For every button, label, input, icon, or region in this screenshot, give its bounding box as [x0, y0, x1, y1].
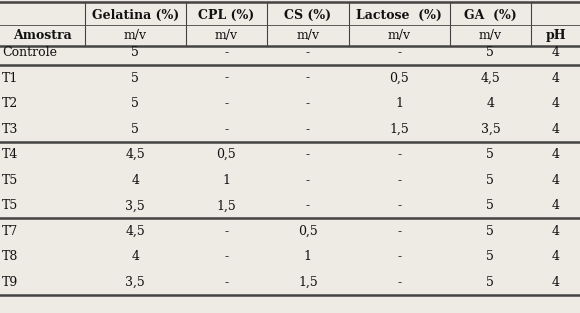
Text: 1,5: 1,5 — [389, 123, 409, 136]
Text: 5: 5 — [131, 123, 139, 136]
Text: 4,5: 4,5 — [125, 148, 145, 161]
Text: 5: 5 — [487, 199, 494, 212]
Text: CS (%): CS (%) — [284, 8, 332, 22]
Text: 5: 5 — [131, 46, 139, 59]
Text: 0,5: 0,5 — [298, 225, 318, 238]
Text: 5: 5 — [487, 46, 494, 59]
Text: 4: 4 — [552, 174, 560, 187]
Text: 5: 5 — [131, 72, 139, 85]
Text: 3,5: 3,5 — [480, 123, 501, 136]
Text: 4: 4 — [552, 46, 560, 59]
Text: 3,5: 3,5 — [125, 199, 145, 212]
Text: -: - — [306, 174, 310, 187]
Text: 4: 4 — [131, 174, 139, 187]
Text: 4: 4 — [552, 148, 560, 161]
Text: m/v: m/v — [124, 28, 147, 42]
Text: -: - — [224, 46, 229, 59]
Text: T2: T2 — [2, 97, 19, 110]
Text: T4: T4 — [2, 148, 19, 161]
Text: Amostra: Amostra — [13, 28, 72, 42]
Text: 5: 5 — [487, 276, 494, 289]
Text: 5: 5 — [131, 97, 139, 110]
Text: m/v: m/v — [479, 28, 502, 42]
Text: 5: 5 — [487, 250, 494, 264]
Text: T9: T9 — [2, 276, 19, 289]
Text: CPL (%): CPL (%) — [198, 8, 255, 22]
Text: 4: 4 — [552, 250, 560, 264]
Text: 4: 4 — [487, 97, 494, 110]
Text: 5: 5 — [487, 225, 494, 238]
Text: 4: 4 — [552, 199, 560, 212]
Text: 4: 4 — [552, 97, 560, 110]
Text: 1,5: 1,5 — [298, 276, 318, 289]
Text: 4: 4 — [552, 72, 560, 85]
Text: 5: 5 — [487, 148, 494, 161]
Text: -: - — [224, 97, 229, 110]
Text: T5: T5 — [2, 199, 19, 212]
Text: -: - — [224, 276, 229, 289]
Text: -: - — [306, 46, 310, 59]
Text: 3,5: 3,5 — [125, 276, 145, 289]
Text: GA  (%): GA (%) — [464, 8, 517, 22]
Text: -: - — [397, 225, 401, 238]
Text: -: - — [397, 199, 401, 212]
Text: -: - — [306, 148, 310, 161]
Text: 1: 1 — [395, 97, 403, 110]
Text: 1: 1 — [304, 250, 312, 264]
Text: -: - — [306, 199, 310, 212]
Text: 1,5: 1,5 — [216, 199, 236, 212]
Text: T1: T1 — [2, 72, 19, 85]
Text: -: - — [306, 123, 310, 136]
Text: 0,5: 0,5 — [389, 72, 409, 85]
Text: m/v: m/v — [215, 28, 238, 42]
Text: 1: 1 — [223, 174, 230, 187]
Text: 4,5: 4,5 — [480, 72, 501, 85]
Text: 4: 4 — [552, 123, 560, 136]
Text: T3: T3 — [2, 123, 19, 136]
Text: Controle: Controle — [2, 46, 57, 59]
Text: 0,5: 0,5 — [216, 148, 236, 161]
Text: Lactose  (%): Lactose (%) — [356, 8, 442, 22]
Text: m/v: m/v — [296, 28, 320, 42]
Text: Gelatina (%): Gelatina (%) — [92, 8, 179, 22]
Text: 4: 4 — [131, 250, 139, 264]
Text: -: - — [397, 250, 401, 264]
Text: -: - — [306, 97, 310, 110]
Text: -: - — [224, 72, 229, 85]
Text: -: - — [224, 123, 229, 136]
Text: 4,5: 4,5 — [125, 225, 145, 238]
Text: 4: 4 — [552, 225, 560, 238]
Text: pH: pH — [545, 28, 566, 42]
Text: -: - — [397, 46, 401, 59]
Text: -: - — [397, 174, 401, 187]
Text: -: - — [397, 276, 401, 289]
Text: T5: T5 — [2, 174, 19, 187]
Text: T7: T7 — [2, 225, 19, 238]
Text: 5: 5 — [487, 174, 494, 187]
Text: -: - — [397, 148, 401, 161]
Text: 4: 4 — [552, 276, 560, 289]
Text: -: - — [224, 225, 229, 238]
Text: -: - — [224, 250, 229, 264]
Text: T8: T8 — [2, 250, 19, 264]
Text: -: - — [306, 72, 310, 85]
Text: m/v: m/v — [387, 28, 411, 42]
